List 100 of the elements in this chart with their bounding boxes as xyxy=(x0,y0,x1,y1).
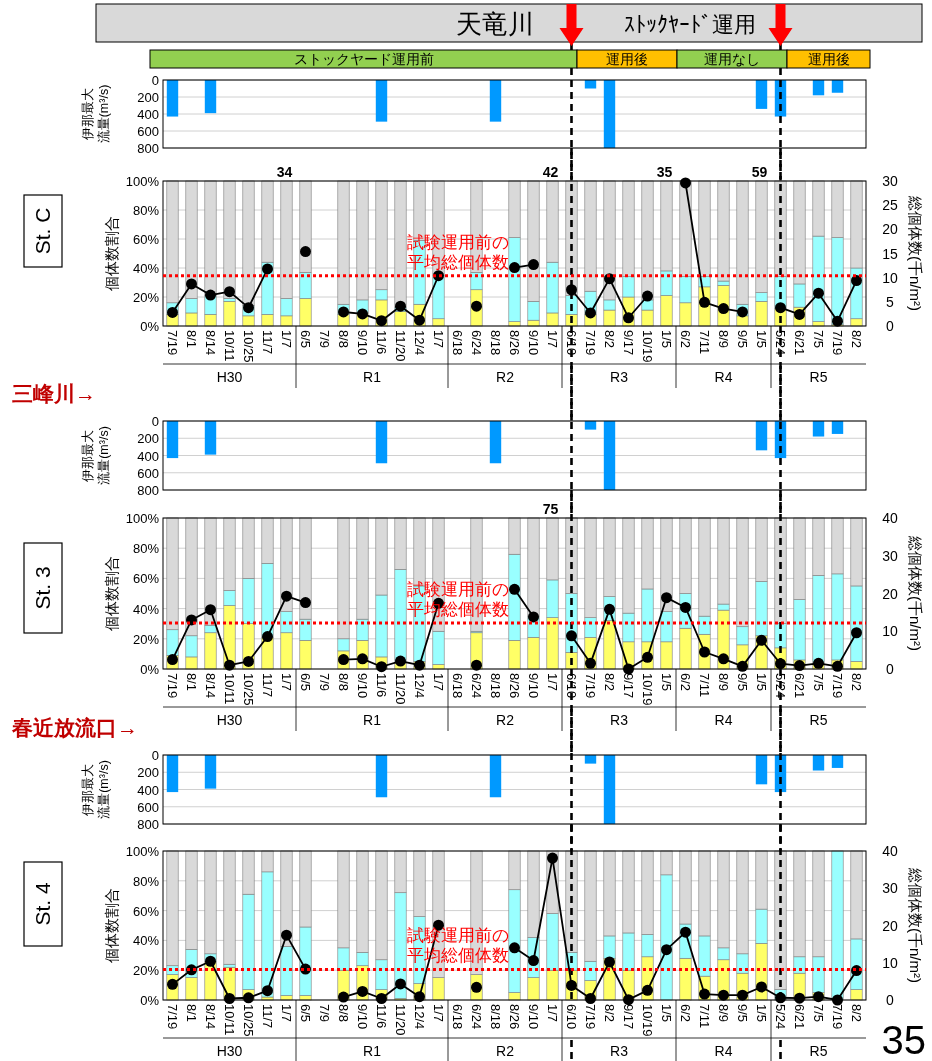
text: R2 xyxy=(496,1043,515,1059)
x-tick-label: 11/7 xyxy=(260,673,275,698)
x-tick-label: 8/2 xyxy=(602,1004,617,1023)
y-tick-label: 600 xyxy=(137,465,159,481)
x-tick-label: 1/7 xyxy=(431,330,446,349)
x-tick-label: 6/24 xyxy=(469,673,484,699)
ref-line-label: 試験運用前の平均総個体数 xyxy=(407,232,510,272)
text: 75 xyxy=(542,501,559,517)
x-tick-label: 5/24 xyxy=(773,330,788,356)
text: 59 xyxy=(751,164,768,180)
y-tick-label: 400 xyxy=(137,107,159,122)
text: 35 xyxy=(881,1018,926,1061)
y-tick-label: 40% xyxy=(132,601,160,617)
x-tick-label: 11/6 xyxy=(374,673,389,698)
x-tick-label: 1/5 xyxy=(754,1004,769,1023)
text: R2 xyxy=(496,369,515,385)
y2-axis-title: 総個体数(千n/m²) xyxy=(907,867,924,983)
text: 三峰川→ xyxy=(12,382,96,405)
text: R3 xyxy=(610,1043,629,1059)
y-tick-label: 100% xyxy=(125,511,160,526)
y-tick-label: 800 xyxy=(137,817,159,832)
x-tick-label: 7/19 xyxy=(165,673,180,699)
y-tick-label: 60% xyxy=(132,571,160,587)
x-tick-label: 11/6 xyxy=(374,1004,389,1029)
x-tick-label: 7/19 xyxy=(165,330,180,356)
x-tick-label: 11/20 xyxy=(393,1004,408,1036)
x-tick-label: 6/18 xyxy=(450,1004,465,1030)
x-tick-label: 7/19 xyxy=(583,673,598,699)
x-tick-label: 8/2 xyxy=(849,673,864,692)
x-tick-label: 6/18 xyxy=(450,330,465,356)
x-tick-label: 8/9 xyxy=(716,1004,731,1023)
x-tick-label: 8/2 xyxy=(849,330,864,349)
x-tick-label: 7/11 xyxy=(697,1004,712,1029)
y2-tick-label: 15 xyxy=(882,245,898,262)
y2-tick-label: 20 xyxy=(882,221,898,238)
x-tick-label: 11/7 xyxy=(260,330,275,355)
x-tick-label: 5/24 xyxy=(773,1004,788,1030)
y-tick-label: 0 xyxy=(151,414,159,429)
y-tick-label: 20% xyxy=(132,290,160,305)
y2-tick-label: 25 xyxy=(882,197,898,214)
text: R2 xyxy=(496,712,515,728)
y-axis-title: 個体数割合 xyxy=(103,216,120,291)
x-tick-label: 8/1 xyxy=(184,330,199,349)
x-tick-label: 9/5 xyxy=(735,673,750,692)
y-tick-label: 100% xyxy=(125,844,160,859)
x-tick-label: 10/19 xyxy=(640,673,655,706)
y2-tick-label: 10 xyxy=(882,954,898,971)
x-tick-label: 8/26 xyxy=(507,673,522,699)
x-tick-label: 8/14 xyxy=(203,330,218,356)
text: 34 xyxy=(276,164,293,180)
x-tick-label: 6/21 xyxy=(792,1004,807,1030)
x-tick-label: 8/18 xyxy=(488,673,503,699)
x-tick-label: 12/4 xyxy=(412,330,427,356)
x-tick-label: 9/10 xyxy=(355,330,370,356)
text: R1 xyxy=(363,1043,382,1059)
text: 運用後 xyxy=(606,51,648,67)
x-tick-label: 8/18 xyxy=(488,330,503,356)
y-axis-title: 伊那最大流量(m³/s) xyxy=(81,760,111,819)
text: 42 xyxy=(542,164,559,180)
y-tick-label: 60% xyxy=(132,232,160,247)
y-tick-label: 0% xyxy=(140,319,160,334)
x-tick-label: 1/7 xyxy=(545,330,560,349)
text: R3 xyxy=(610,712,629,728)
y-tick-label: 0 xyxy=(151,73,159,88)
x-tick-label: 9/10 xyxy=(355,673,370,699)
x-tick-label: 7/5 xyxy=(811,1004,826,1023)
x-tick-label: 1/7 xyxy=(545,673,560,692)
y2-tick-label: 30 xyxy=(882,173,898,189)
x-tick-label: 9/17 xyxy=(621,673,636,699)
x-tick-label: 6/2 xyxy=(678,1004,693,1023)
y-tick-label: 0% xyxy=(140,993,160,1008)
x-tick-label: 1/5 xyxy=(659,330,674,349)
y2-tick-label: 5 xyxy=(886,293,895,310)
text: R1 xyxy=(363,369,382,385)
x-tick-label: 6/2 xyxy=(678,330,693,349)
x-tick-label: 9/10 xyxy=(526,330,541,356)
x-tick-label: 5/24 xyxy=(773,673,788,699)
x-tick-label: 8/2 xyxy=(602,330,617,349)
x-tick-label: 7/19 xyxy=(165,1004,180,1030)
y-tick-label: 200 xyxy=(137,90,159,105)
y-tick-label: 0 xyxy=(151,748,159,763)
y2-tick-label: 0 xyxy=(886,318,895,334)
x-tick-label: 6/5 xyxy=(298,330,313,349)
x-tick-label: 6/21 xyxy=(792,330,807,356)
y-tick-label: 800 xyxy=(137,141,159,156)
y2-tick-label: 0 xyxy=(886,661,895,677)
x-tick-label: 6/24 xyxy=(469,1004,484,1030)
x-tick-label: 12/4 xyxy=(412,1004,427,1030)
x-tick-label: 6/5 xyxy=(298,1004,313,1023)
text: H30 xyxy=(216,1043,243,1059)
text: St. 3 xyxy=(31,566,54,610)
y-axis-title: 伊那最大流量(m³/s) xyxy=(81,84,111,144)
y-tick-label: 80% xyxy=(132,203,160,218)
x-tick-label: 12/4 xyxy=(412,673,427,699)
text: H30 xyxy=(216,369,243,385)
x-tick-label: 9/10 xyxy=(526,673,541,699)
text: 運用なし xyxy=(704,51,760,67)
x-tick-label: 8/14 xyxy=(203,1004,218,1030)
y-tick-label: 200 xyxy=(137,765,159,781)
x-tick-label: 10/11 xyxy=(222,330,237,362)
